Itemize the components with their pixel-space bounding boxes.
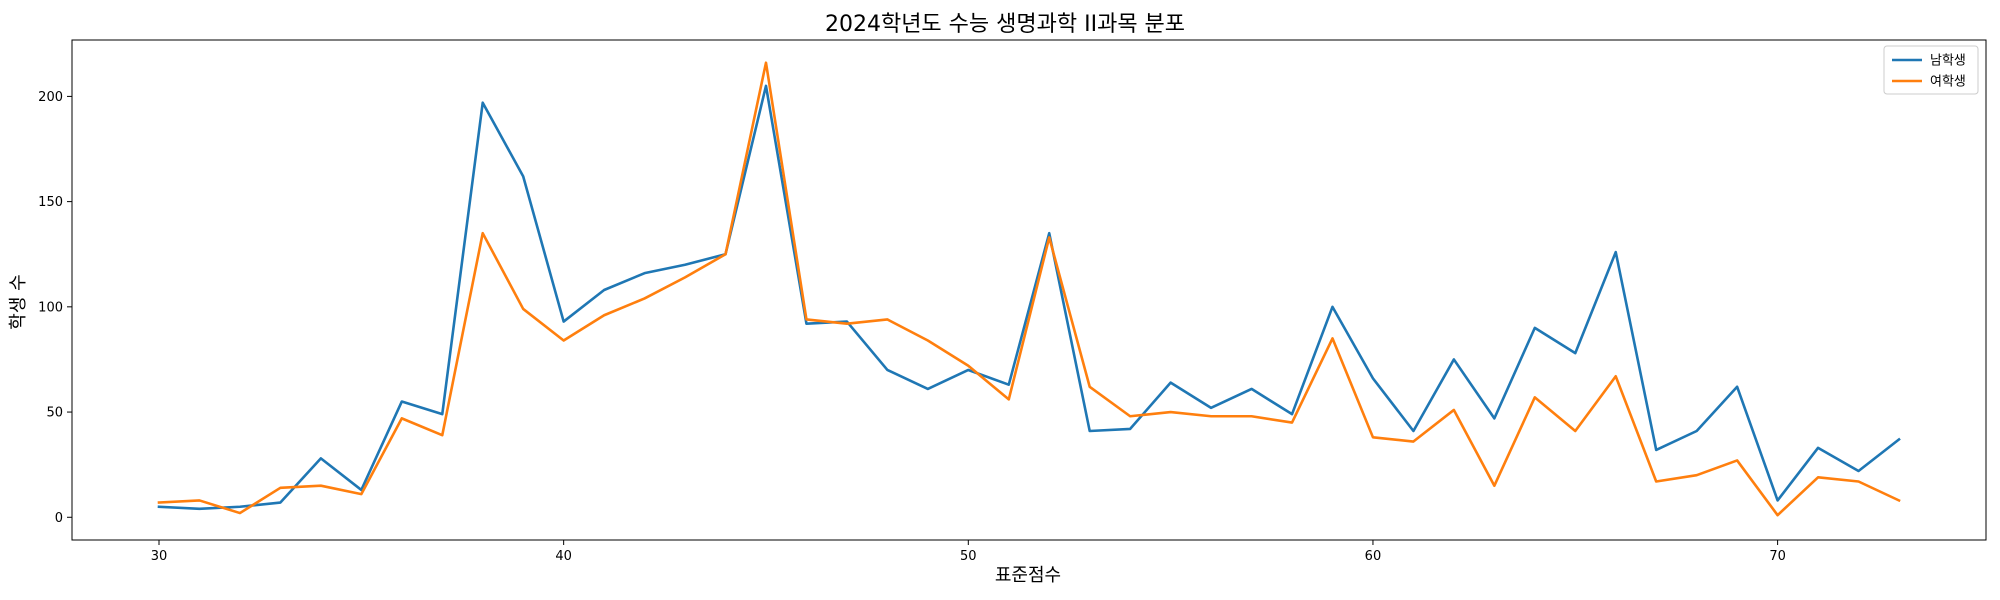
y-tick-label: 0 bbox=[55, 511, 63, 526]
x-tick-label: 70 bbox=[1769, 549, 1786, 564]
x-tick-label: 60 bbox=[1365, 549, 1382, 564]
y-tick-label: 50 bbox=[46, 406, 63, 421]
y-tick-label: 150 bbox=[38, 195, 63, 210]
legend-label-2: 여학생 bbox=[1930, 75, 1966, 90]
x-tick-label: 30 bbox=[151, 549, 168, 564]
legend-label-1: 남학생 bbox=[1930, 54, 1966, 69]
series-line-2 bbox=[157, 61, 1901, 517]
x-axis-ticks: 30 40 50 60 70 bbox=[151, 540, 1786, 564]
y-tick-label: 100 bbox=[38, 300, 63, 315]
y-axis-label: 학생 수 bbox=[8, 274, 29, 329]
x-tick-label: 50 bbox=[960, 549, 977, 564]
y-tick-label: 200 bbox=[38, 90, 63, 105]
y-axis-ticks: 0 50 100 150 200 bbox=[38, 90, 72, 526]
x-tick-label: 40 bbox=[555, 549, 572, 564]
plot-frame bbox=[71, 39, 1987, 541]
x-axis-label: 표준점수 bbox=[995, 565, 1061, 586]
series-line-1 bbox=[157, 84, 1901, 511]
series-layer bbox=[157, 61, 1901, 517]
chart-title: 2024학년도 수능 생명과학 II과목 분포 bbox=[825, 12, 1185, 37]
